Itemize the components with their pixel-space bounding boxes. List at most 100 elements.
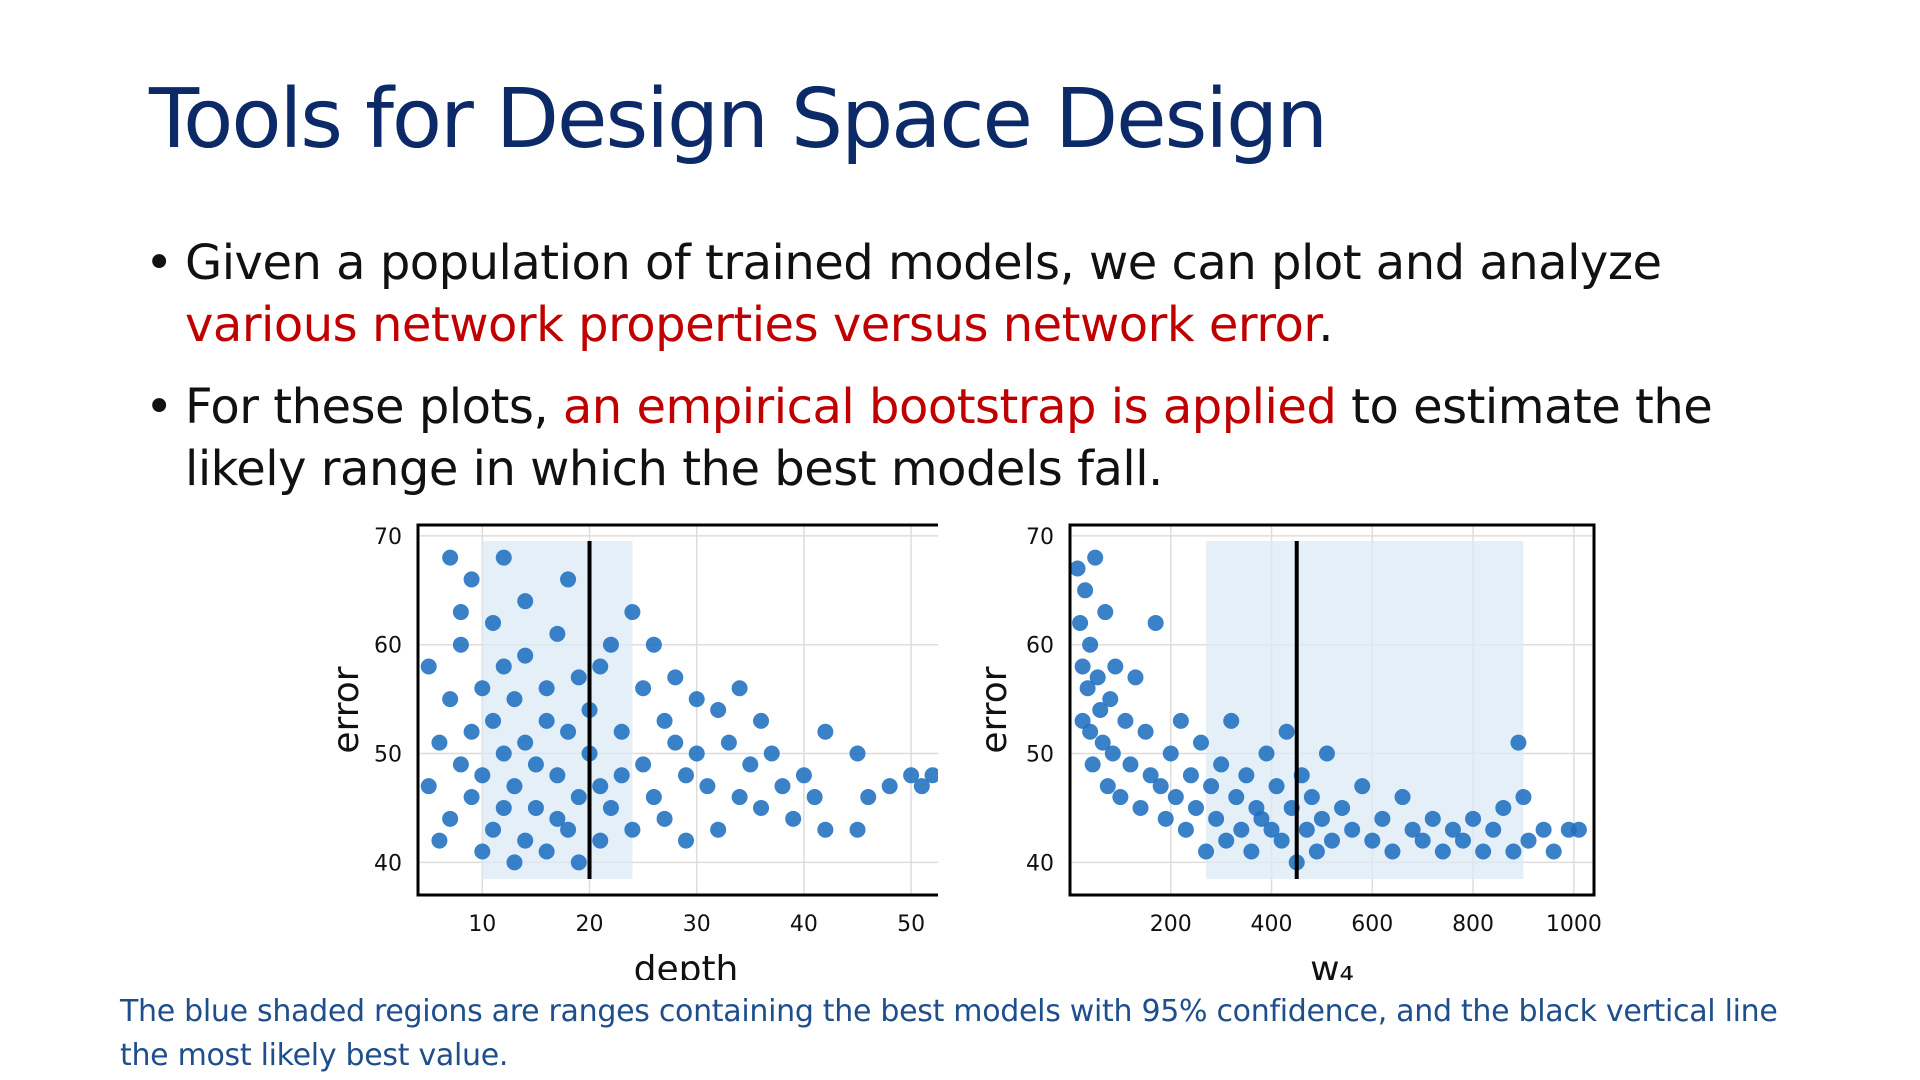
chart0-y-axis-label: error xyxy=(326,666,367,753)
chart0-data-point xyxy=(742,756,759,773)
chart1-data-point xyxy=(1520,832,1537,849)
chart0-data-point xyxy=(495,658,512,675)
chart1-data-point xyxy=(1495,799,1512,816)
chart1-x-tick-label: 200 xyxy=(1150,912,1192,937)
chart0-data-point xyxy=(667,734,684,751)
chart1-data-point xyxy=(1142,767,1159,784)
chart1-data-point xyxy=(1273,832,1290,849)
chart0-data-point xyxy=(592,832,609,849)
chart0-data-point xyxy=(817,821,834,838)
chart0-data-point xyxy=(570,789,587,806)
chart0-data-point xyxy=(431,832,448,849)
chart1-data-point xyxy=(1127,669,1144,686)
chart0-data-point xyxy=(592,658,609,675)
chart0-data-point xyxy=(431,734,448,751)
chart1-data-point xyxy=(1535,821,1552,838)
chart1-data-point xyxy=(1243,843,1260,860)
chart1-data-point xyxy=(1515,789,1532,806)
chart1-data-point xyxy=(1263,821,1280,838)
chart1-data-point xyxy=(1510,734,1527,751)
bullet-list: • Given a population of trained models, … xyxy=(145,232,1765,520)
chart0-data-point xyxy=(506,778,523,795)
chart0-data-point xyxy=(420,778,437,795)
chart1-data-point xyxy=(1157,810,1174,827)
chart0-data-point xyxy=(517,593,534,610)
chart0-data-point xyxy=(645,636,662,653)
chart0-data-point xyxy=(656,712,673,729)
chart1-data-point xyxy=(1152,778,1169,795)
chart1-data-point xyxy=(1094,734,1111,751)
bullet-item-1: • Given a population of trained models, … xyxy=(145,232,1765,356)
chart0-data-point xyxy=(635,756,652,773)
chart1-data-point xyxy=(1117,712,1134,729)
chart0-x-tick-label: 50 xyxy=(897,912,925,937)
chart1-data-point xyxy=(1545,843,1562,860)
figure-caption: The blue shaded regions are ranges conta… xyxy=(120,994,1778,1073)
chart1-data-point xyxy=(1182,767,1199,784)
chart0-data-point xyxy=(538,843,555,860)
chart0-y-tick-label: 50 xyxy=(374,743,402,768)
chart0-data-point xyxy=(570,669,587,686)
bullet-1-text: Given a population of trained models, we… xyxy=(185,235,1662,291)
chart1-data-point xyxy=(1228,789,1245,806)
chart0-data-point xyxy=(795,767,812,784)
chart1-data-point xyxy=(1092,702,1109,718)
chart1-plot-frame xyxy=(1068,523,1596,897)
chart1-data-point xyxy=(1172,712,1189,729)
chart1-x-tick-label: 800 xyxy=(1452,912,1494,937)
chart1-x-tick-label: 1000 xyxy=(1546,912,1602,937)
chart1-data-point xyxy=(1099,778,1116,795)
chart0-data-point xyxy=(485,614,502,631)
chart1-data-point xyxy=(1112,789,1129,806)
chart0-data-point xyxy=(860,789,877,806)
chart1-data-point xyxy=(1303,789,1320,806)
chart1-data-point xyxy=(1122,756,1139,773)
chart0-data-point xyxy=(667,669,684,686)
chart1-data-point xyxy=(1334,799,1351,816)
chart0-data-point xyxy=(753,712,770,729)
chart1-data-point xyxy=(1132,799,1149,816)
bullet-2-text: For these plots, xyxy=(185,379,563,435)
chart0-x-tick-label: 40 xyxy=(790,912,818,937)
chart0-data-point xyxy=(549,810,566,827)
chart1-data-point xyxy=(1404,821,1421,838)
chart1-data-point xyxy=(1424,810,1441,827)
chart0-data-point xyxy=(538,680,555,697)
chart0-data-point xyxy=(485,712,502,729)
chart1-data-point xyxy=(1394,789,1411,806)
chart0-data-point xyxy=(474,767,491,784)
chart1-x-axis-label: w₄ xyxy=(1310,949,1354,980)
chart1-data-point xyxy=(1308,843,1325,860)
chart1-y-tick-label: 70 xyxy=(1026,525,1054,550)
bullet-dot: • xyxy=(145,235,173,291)
chart0-data-point xyxy=(699,778,716,795)
w4-vs-error-plot: 200 400 600 800 1000 40 50 60 70 w₄ error xyxy=(966,520,1646,990)
chart1-data-point xyxy=(1374,810,1391,827)
chart1-data-point xyxy=(1208,810,1225,827)
chart0-data-point xyxy=(624,604,641,621)
bullet-1-highlight: various network properties versus networ… xyxy=(185,297,1319,353)
chart0-data-point xyxy=(463,571,480,588)
slide-title: Tools for Design Space Design xyxy=(149,72,1328,167)
chart1-data-point xyxy=(1077,582,1094,599)
chart0-data-point xyxy=(731,680,748,697)
chart0-data-point xyxy=(924,767,941,784)
chart0-data-point xyxy=(678,767,694,784)
chart0-data-point xyxy=(485,821,502,838)
chart0-data-point xyxy=(656,810,673,827)
chart1-data-point xyxy=(1147,614,1164,631)
chart1-data-point xyxy=(1455,832,1471,849)
chart1-data-point xyxy=(1278,723,1295,740)
chart0-y-tick-label: 40 xyxy=(374,851,402,876)
chart0-data-point xyxy=(753,799,770,816)
chart1-data-point xyxy=(1354,778,1371,795)
chart0-data-point xyxy=(560,821,577,838)
chart0-data-point xyxy=(806,789,823,806)
chart1-data-point xyxy=(1233,821,1250,838)
chart0-data-point xyxy=(602,636,619,653)
chart1-data-point xyxy=(1313,810,1330,827)
chart0-data-point xyxy=(688,745,705,762)
chart1-data-point xyxy=(1079,680,1096,697)
chart1-data-point xyxy=(1318,745,1335,762)
chart1-data-point xyxy=(1162,745,1179,762)
